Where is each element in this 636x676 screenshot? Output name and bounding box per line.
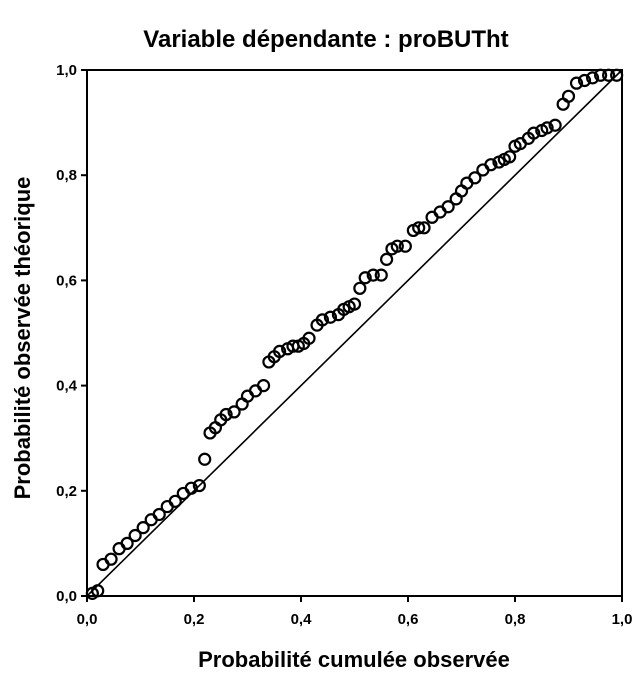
reference-line (86, 69, 623, 597)
data-point (302, 331, 316, 345)
data-point (454, 184, 469, 198)
y-tick-label: 0,6 (56, 272, 77, 289)
y-tick-label: 1,0 (56, 62, 77, 79)
data-point (561, 89, 576, 103)
data-point (593, 68, 608, 82)
data-point (273, 344, 287, 359)
data-point (358, 271, 372, 285)
data-point (484, 158, 498, 172)
x-tick-label: 0,6 (398, 611, 419, 628)
data-point (374, 268, 388, 282)
data-point (577, 73, 592, 88)
data-point (380, 252, 394, 266)
y-tick-label: 0,4 (56, 378, 78, 395)
data-point (503, 150, 517, 164)
x-tick-label: 1,0 (612, 611, 633, 628)
x-tick-label: 0,0 (77, 611, 98, 628)
data-point (198, 452, 212, 466)
chart-title: Variable dépendante : proBUTht (143, 26, 508, 53)
plot-frame (86, 69, 623, 597)
data-point (353, 281, 367, 295)
y-tick-label: 0,8 (56, 167, 77, 184)
data-point (540, 121, 554, 135)
data-point (256, 379, 271, 393)
data-point (398, 239, 412, 253)
data-points (85, 68, 624, 600)
data-point (548, 118, 562, 132)
data-point (449, 192, 463, 206)
data-point (184, 481, 198, 495)
data-point (235, 397, 249, 411)
data-point (168, 494, 182, 508)
data-point (585, 71, 600, 85)
data-point (136, 521, 150, 535)
x-tick-label: 0,8 (505, 611, 526, 628)
data-point (128, 528, 142, 543)
data-point (390, 239, 404, 253)
data-point (227, 405, 241, 419)
data-point (120, 536, 134, 551)
data-point (610, 68, 624, 82)
data-point (602, 68, 616, 82)
data-point (527, 126, 541, 140)
y-axis: 0,0 0,2 0,4 0,6 0,8 1,0 (56, 62, 87, 605)
data-point (417, 221, 431, 235)
data-point (192, 478, 206, 493)
data-point (104, 552, 118, 566)
data-point (315, 313, 329, 327)
data-point (323, 310, 338, 324)
data-point (412, 221, 426, 235)
x-tick-label: 0,2 (184, 611, 205, 628)
x-axis-label: Probabilité cumulée observée (198, 647, 510, 672)
data-point (468, 171, 482, 185)
y-axis-label: Probabilité observée théorique (10, 177, 35, 500)
y-tick-label: 0,0 (56, 588, 77, 605)
data-point (366, 268, 380, 282)
data-point (556, 97, 570, 111)
y-tick-label: 0,2 (56, 483, 77, 500)
x-axis: 0,0 0,2 0,4 0,6 0,8 1,0 (77, 596, 633, 628)
data-point (219, 407, 233, 422)
data-point (441, 200, 455, 214)
data-point (347, 297, 362, 311)
data-point (569, 76, 584, 90)
x-tick-label: 0,4 (291, 611, 313, 628)
data-point (91, 584, 105, 598)
data-point (152, 507, 166, 522)
